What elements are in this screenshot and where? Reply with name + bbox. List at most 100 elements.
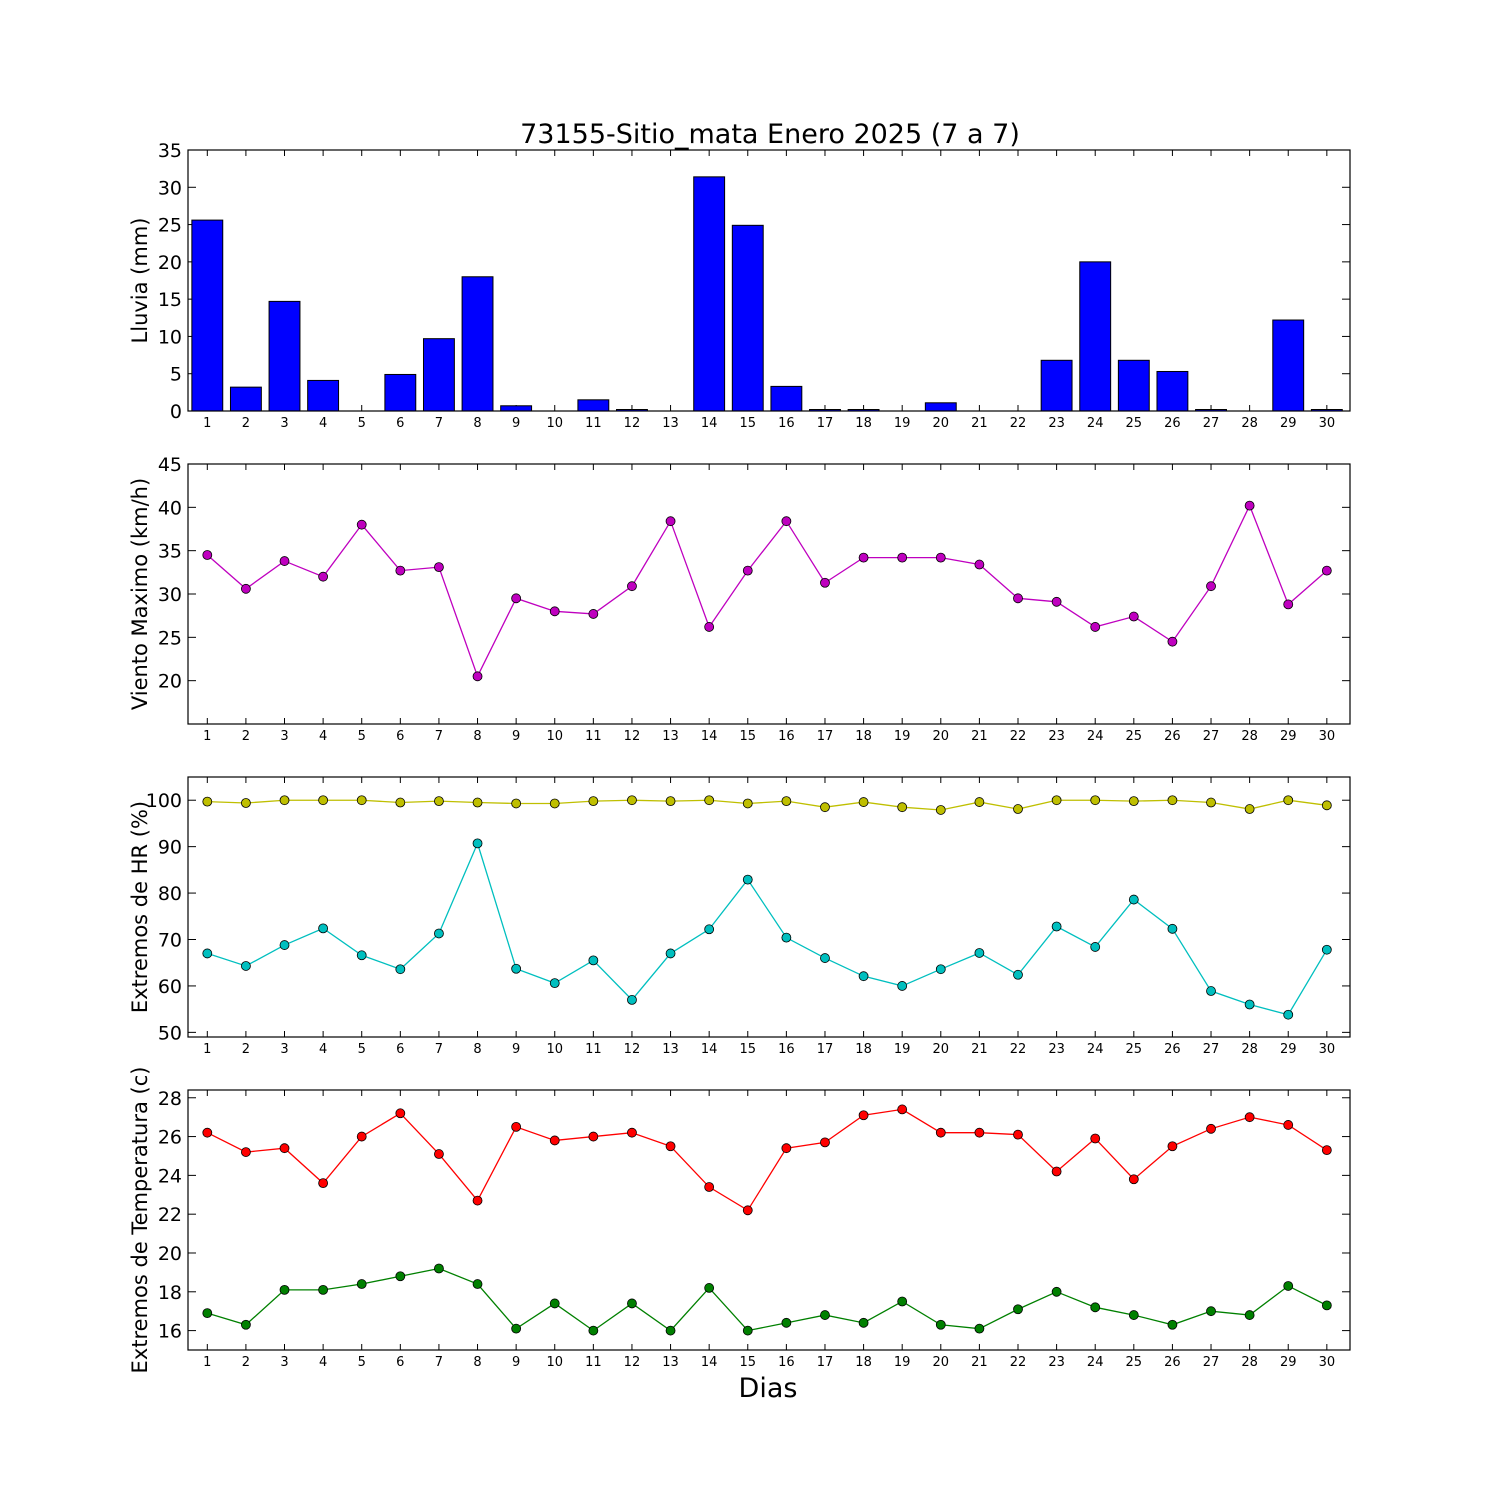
x-tick-label: 3 (280, 1355, 288, 1370)
data-point-2-day-4 (318, 1284, 329, 1295)
x-tick-label: 17 (817, 1042, 834, 1057)
x-tick-label: 30 (1319, 1042, 1336, 1057)
y-tick-label: 5 (170, 364, 182, 386)
data-point-1-day-23 (1051, 1166, 1062, 1177)
data-point-1-day-16 (781, 796, 792, 807)
x-tick-label: 2 (242, 1042, 250, 1057)
x-tick-label: 19 (894, 1355, 911, 1370)
x-tick-label: 14 (701, 1355, 718, 1370)
data-point-1-day-6 (395, 797, 406, 808)
x-tick-label: 21 (971, 1042, 988, 1057)
x-tick-label: 12 (624, 1355, 641, 1370)
x-tick-label: 27 (1203, 729, 1220, 744)
data-point-2-day-4 (318, 923, 329, 934)
y-axis-label: Lluvia (mm) (128, 218, 152, 344)
data-point-1-day-14 (704, 1182, 715, 1192)
bar-day-20 (924, 402, 957, 412)
x-tick-label: 30 (1319, 416, 1336, 431)
series-line-1 (207, 799, 1327, 811)
plot-frame (187, 1089, 1351, 1351)
y-tick-label: 35 (158, 541, 182, 563)
data-point-1-day-20 (935, 805, 946, 815)
data-point-2-day-25 (1128, 1310, 1139, 1320)
series-line-2 (207, 1267, 1328, 1332)
data-point-2-day-7 (434, 928, 444, 939)
x-tick-label: 7 (435, 1042, 443, 1057)
data-point-1-day-28 (1244, 804, 1255, 814)
data-point-2-day-6 (395, 1271, 406, 1282)
x-tick-label: 12 (624, 729, 641, 744)
data-point-1-day-25 (1128, 796, 1139, 807)
data-point-2-day-23 (1051, 921, 1062, 932)
data-point-2-day-26 (1167, 923, 1178, 934)
x-tick-label: 18 (855, 729, 872, 744)
bar-day-24 (1079, 261, 1112, 412)
x-tick-label: 9 (512, 416, 520, 431)
data-point-2-day-20 (935, 1319, 946, 1330)
x-tick-label: 29 (1280, 416, 1297, 431)
y-tick-label: 28 (158, 1088, 182, 1110)
x-tick-label: 8 (473, 1042, 481, 1057)
x-tick-label: 19 (894, 416, 911, 431)
data-point-2-day-22 (1013, 1304, 1023, 1315)
data-point-1-day-4 (318, 571, 329, 582)
data-point-1-day-7 (434, 796, 444, 807)
data-point-1-day-6 (395, 1108, 406, 1119)
data-point-1-day-10 (549, 606, 560, 617)
series-line-1 (207, 1108, 1328, 1212)
y-tick-label: 18 (158, 1282, 182, 1304)
x-tick-label: 19 (894, 729, 911, 744)
data-point-1-day-9 (511, 1121, 522, 1132)
x-tick-label: 18 (855, 1355, 872, 1370)
data-point-1-day-13 (665, 516, 676, 527)
data-point-1-day-14 (704, 622, 715, 632)
x-tick-label: 18 (855, 1042, 872, 1057)
data-point-2-day-30 (1321, 944, 1332, 955)
x-tick-label: 16 (778, 1042, 795, 1057)
y-tick-label: 50 (158, 1022, 182, 1044)
x-tick-label: 25 (1126, 729, 1143, 744)
data-point-1-day-29 (1283, 1120, 1294, 1130)
data-point-1-day-3 (279, 556, 290, 566)
data-point-1-day-22 (1013, 1129, 1023, 1140)
data-point-1-day-18 (858, 1110, 869, 1121)
data-point-1-day-9 (511, 798, 522, 809)
x-tick-label: 22 (1010, 1042, 1027, 1057)
chart-title: 73155-Sitio_mata Enero 2025 (7 a 7) (520, 119, 1020, 150)
data-point-1-day-21 (974, 559, 985, 570)
x-tick-label: 9 (512, 729, 520, 744)
x-tick-label: 7 (435, 416, 443, 431)
data-point-1-day-2 (241, 583, 251, 594)
x-tick-label: 10 (546, 416, 563, 431)
data-point-1-day-29 (1283, 795, 1294, 806)
x-tick-label: 5 (358, 416, 366, 431)
x-tick-label: 11 (585, 1042, 602, 1057)
data-point-2-day-27 (1206, 1306, 1216, 1317)
data-point-1-day-1 (202, 550, 213, 560)
data-point-1-day-26 (1167, 1141, 1178, 1152)
data-point-2-day-20 (935, 964, 946, 975)
y-tick-label: 20 (158, 1243, 182, 1265)
data-point-2-day-8 (472, 838, 483, 849)
x-tick-label: 3 (280, 1042, 288, 1057)
data-point-2-day-23 (1051, 1286, 1062, 1297)
x-tick-label: 16 (778, 416, 795, 431)
x-tick-label: 25 (1126, 1355, 1143, 1370)
data-point-2-day-22 (1013, 969, 1023, 980)
x-tick-label: 20 (933, 416, 950, 431)
data-point-1-day-25 (1128, 1174, 1139, 1185)
x-tick-label: 28 (1241, 416, 1258, 431)
x-tick-label: 27 (1203, 1355, 1220, 1370)
data-point-1-day-30 (1321, 800, 1332, 811)
data-point-1-day-5 (356, 519, 367, 530)
x-tick-label: 2 (242, 729, 250, 744)
data-point-2-day-15 (742, 1325, 753, 1336)
y-axis-label: Extremos de HR (%) (128, 801, 152, 1013)
data-point-1-day-18 (858, 797, 869, 807)
data-point-2-day-6 (395, 964, 406, 975)
data-point-2-day-28 (1244, 1310, 1255, 1320)
data-point-1-day-3 (279, 1143, 290, 1154)
